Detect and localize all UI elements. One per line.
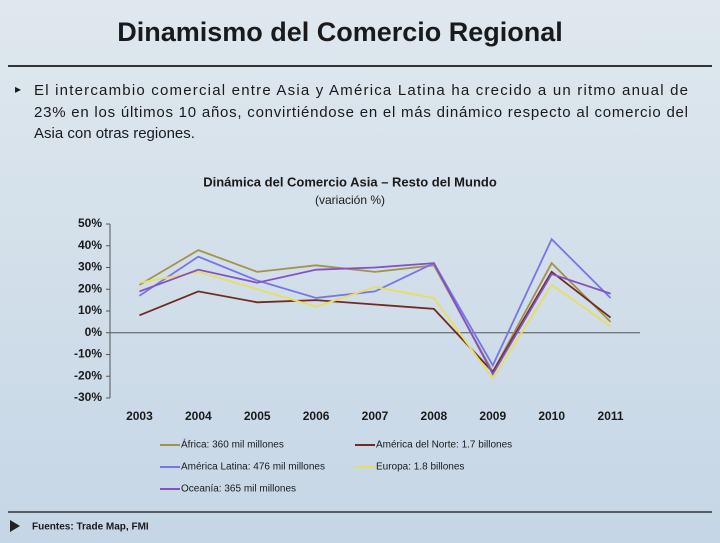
bullet-line: Asia con otras regiones.	[34, 125, 195, 142]
series-line	[139, 270, 612, 381]
series-line	[138, 237, 612, 368]
bullet-line: El intercambio comercial entre Asia y Am…	[34, 82, 688, 99]
y-tick-label: 0%	[85, 325, 103, 339]
bullet-line: 23% en los últimos 10 años, convirtiéndo…	[34, 104, 688, 121]
slide-title: Dinamismo del Comercio Regional	[117, 17, 563, 47]
legend-label: Oceanía: 365 mil millones	[181, 484, 296, 495]
x-tick-label: 2009	[479, 409, 506, 423]
chart-title: Dinámica del Comercio Asia – Resto del M…	[203, 174, 497, 189]
chart-subtitle: (variación %)	[315, 193, 385, 207]
series-line	[138, 249, 612, 374]
y-tick-label: 40%	[78, 238, 102, 252]
legend-label: África: 360 mil millones	[181, 438, 284, 451]
y-tick-label: 20%	[78, 281, 102, 295]
y-tick-label: -30%	[74, 390, 102, 404]
legend-label: Europa: 1.8 billones	[376, 462, 464, 473]
y-tick-label: 10%	[78, 303, 102, 317]
x-tick-label: 2011	[598, 409, 624, 423]
x-tick-label: 2006	[303, 409, 330, 423]
source: Fuentes: Trade Map, FMI	[32, 522, 149, 533]
x-tick-label: 2003	[126, 409, 153, 423]
bullet-icon: ▸	[15, 82, 21, 96]
y-tick-label: 30%	[78, 260, 102, 274]
source-icon	[10, 520, 20, 532]
x-tick-label: 2007	[362, 409, 389, 423]
x-tick-label: 2005	[244, 409, 271, 423]
x-tick-label: 2008	[421, 409, 448, 423]
legend-label: América del Norte: 1.7 billones	[376, 440, 512, 451]
series-line	[139, 262, 611, 376]
series-line	[139, 270, 612, 374]
x-tick-label: 2004	[185, 409, 212, 423]
y-tick-label: -20%	[74, 368, 102, 382]
y-tick-label: 50%	[78, 216, 102, 230]
legend-label: América Latina: 476 mil millones	[181, 462, 325, 473]
y-tick-label: -10%	[74, 347, 102, 361]
x-tick-label: 2010	[538, 409, 565, 423]
